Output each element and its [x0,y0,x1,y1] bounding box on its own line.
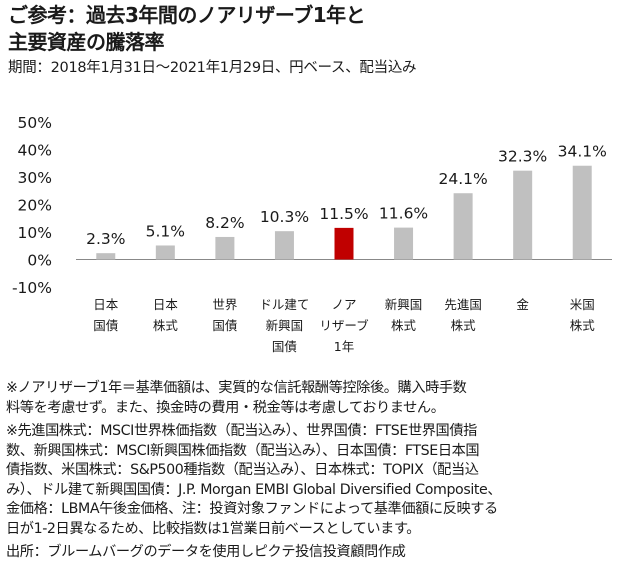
footnote-line: ※先進国株式：MSCI世界株価指数（配当込み）、世界国債：FTSE世界国債指 [6,423,477,439]
category-label: リザーブ [319,318,369,333]
data-label: 24.1% [438,170,487,188]
data-label: 32.3% [498,148,547,166]
data-label: 5.1% [146,222,185,240]
footnote-noa-reserve: ※ノアリザーブ1年＝基準価額は、実質的な信託報酬等控除後。購入時手数 料等を考慮… [6,379,612,418]
category-label: 国債 [272,339,297,354]
footnote-line: 数、新興国株式：MSCI新興国株価指数（配当込み）、日本国債：FTSE日本国 [6,442,480,459]
category-label: 先進国 [444,297,482,312]
category-label: ノア [331,297,356,312]
category-label: 新興国 [385,297,423,312]
data-label: 11.6% [379,205,428,223]
y-tick-label: 50% [18,114,52,132]
category-label: 1年 [334,339,354,354]
bar [453,193,473,260]
y-tick-label: 20% [18,197,52,215]
category-label: 米国 [570,297,595,312]
chart-title: ご参考：過去3年間のノアリザーブ1年と 主要資産の騰落率 [8,2,366,56]
bar [334,227,354,260]
category-label: 日本 [153,297,179,312]
title-line-2: 主要資産の騰落率 [8,30,165,54]
footnote-line: み）、ドル建て新興国国債：J.P. Morgan EMBI Global Div… [6,481,502,498]
title-line-1: ご参考：過去3年間のノアリザーブ1年と [8,3,366,27]
bar [96,253,116,260]
footnote-line: 金価格：LBMA午後金価格、注：投資対象ファンドによって基準価額に反映する [6,501,498,517]
data-label: 10.3% [260,208,309,226]
category-label: 新興国 [266,318,304,333]
y-tick-label: -10% [12,279,52,297]
bar [155,245,175,260]
footnotes: ※ノアリザーブ1年＝基準価額は、実質的な信託報酬等控除後。購入時手数 料等を考慮… [6,379,612,563]
data-label: 34.1% [558,143,607,161]
source-note: 出所：ブルームバーグのデータを使用しピクテ投信投資顧問作成 [6,544,406,560]
data-label: 2.3% [86,230,125,248]
footnote-line: 債指数、米国株式：S&P500種指数（配当込み）、日本株式：TOPIX（配当込 [6,462,479,478]
bar [513,170,533,260]
bar-chart: -10% 0% 10% 20% 30% 40% 50% 2.3% 日本国債 5.1% 日本株式 8.2… [12,114,612,354]
bar [572,165,592,260]
y-tick-label: 10% [18,224,52,242]
category-label: 日本 [93,297,119,312]
category-label: 世界 [212,297,238,312]
category-label: ドル建て [259,297,309,312]
chart-subtitle: 期間：2018年1月31日～2021年1月29日、円ベース、配当込み [8,60,417,76]
footnote-line: 日が1-2日異なるため、比較指数は1営業日前ベースとしています。 [6,520,421,537]
category-label: 株式 [451,318,477,333]
category-label: 国債 [93,318,118,333]
footnote-line: ※ノアリザーブ1年＝基準価額は、実質的な信託報酬等控除後。購入時手数 [6,380,467,396]
category-label: 株式 [153,318,179,333]
category-label: 株式 [391,318,417,333]
category-label: 株式 [570,318,596,333]
bar [215,236,235,260]
y-tick-label: 40% [18,142,52,160]
data-label: 11.5% [319,205,368,223]
category-label: 国債 [212,318,237,333]
y-tick-label: 0% [27,252,52,270]
category-label: 金 [516,297,529,312]
bar [394,227,414,260]
footnote-indices: ※先進国株式：MSCI世界株価指数（配当込み）、世界国債：FTSE世界国債指 数… [6,422,612,539]
y-tick-label: 30% [18,169,52,187]
footnote-line: 料等を考慮せず。また、換金時の費用・税金等は考慮しておりません。 [6,399,445,416]
bar [274,231,294,260]
data-label: 8.2% [205,214,244,232]
